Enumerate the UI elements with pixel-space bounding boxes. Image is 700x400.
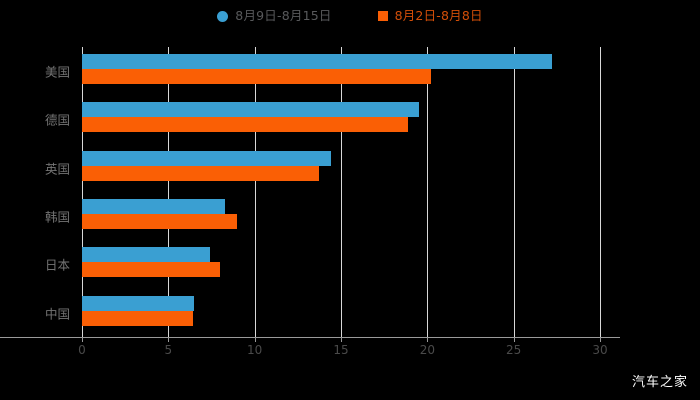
- y-axis-category-label: 日本: [44, 257, 70, 273]
- bar-series-b[interactable]: [82, 69, 431, 84]
- bar-series-a[interactable]: [82, 199, 226, 214]
- bar-series-b[interactable]: [82, 117, 409, 133]
- chart-category-row: 韩国: [45, 192, 600, 240]
- bar-series-b[interactable]: [82, 310, 193, 326]
- bar-series-a[interactable]: [82, 102, 419, 118]
- gridline: [427, 47, 429, 337]
- bar-series-b[interactable]: [82, 214, 238, 229]
- x-tick-label: 0: [78, 343, 86, 357]
- x-tick-mark: [600, 337, 601, 342]
- legend-label-series-a: 8月9日-8月15日: [235, 7, 332, 23]
- x-tick-mark: [82, 337, 83, 342]
- bar-series-a[interactable]: [82, 150, 331, 166]
- plot-area: 美国德国英国韩国日本中国: [45, 47, 600, 337]
- x-tick-mark: [341, 337, 342, 342]
- x-tick-mark: [513, 337, 515, 342]
- watermark: 汽车之家: [631, 375, 688, 390]
- square-marker-icon: [377, 11, 388, 21]
- x-tick-label: 5: [164, 343, 173, 357]
- x-tick-mark: [168, 337, 170, 342]
- x-tick-label: 25: [506, 343, 522, 357]
- x-axis-line: [0, 337, 620, 338]
- chart-category-row: 日本: [45, 240, 600, 288]
- legend-label-series-b: 8月2日-8月8日: [394, 7, 483, 23]
- legend-item-series-a[interactable]: 8月9日-8月15日: [217, 7, 332, 23]
- x-tick-label: 20: [419, 343, 435, 357]
- chart-legend: 8月9日-8月15日 8月2日-8月8日: [0, 4, 700, 28]
- x-tick-mark: [427, 337, 429, 342]
- y-axis-category-label: 中国: [44, 306, 70, 322]
- gridline: [513, 47, 515, 337]
- gridline: [168, 47, 170, 337]
- x-tick-mark: [254, 337, 256, 342]
- chart-category-row: 英国: [45, 144, 600, 192]
- y-axis-category-label: 德国: [44, 112, 70, 128]
- x-tick-label: 30: [592, 343, 608, 357]
- gridline: [82, 47, 83, 337]
- chart-category-row: 中国: [45, 289, 600, 337]
- gridline: [341, 47, 342, 337]
- x-tick-label: 15: [333, 343, 349, 357]
- y-axis-category-label: 英国: [44, 161, 70, 177]
- x-tick-label: 10: [247, 343, 263, 357]
- bar-series-b[interactable]: [82, 262, 221, 278]
- bar-series-a[interactable]: [82, 54, 552, 69]
- chart-category-row: 德国: [45, 95, 600, 143]
- circle-marker-icon: [217, 10, 229, 22]
- bar-series-a[interactable]: [82, 295, 195, 311]
- bar-series-a[interactable]: [82, 247, 210, 263]
- chart-category-row: 美国: [45, 47, 600, 95]
- bar-series-b[interactable]: [82, 165, 319, 181]
- gridline: [600, 47, 601, 337]
- legend-item-series-b[interactable]: 8月2日-8月8日: [377, 7, 483, 23]
- y-axis-category-label: 韩国: [44, 209, 70, 225]
- y-axis-category-label: 美国: [44, 64, 70, 80]
- gridline: [254, 47, 256, 337]
